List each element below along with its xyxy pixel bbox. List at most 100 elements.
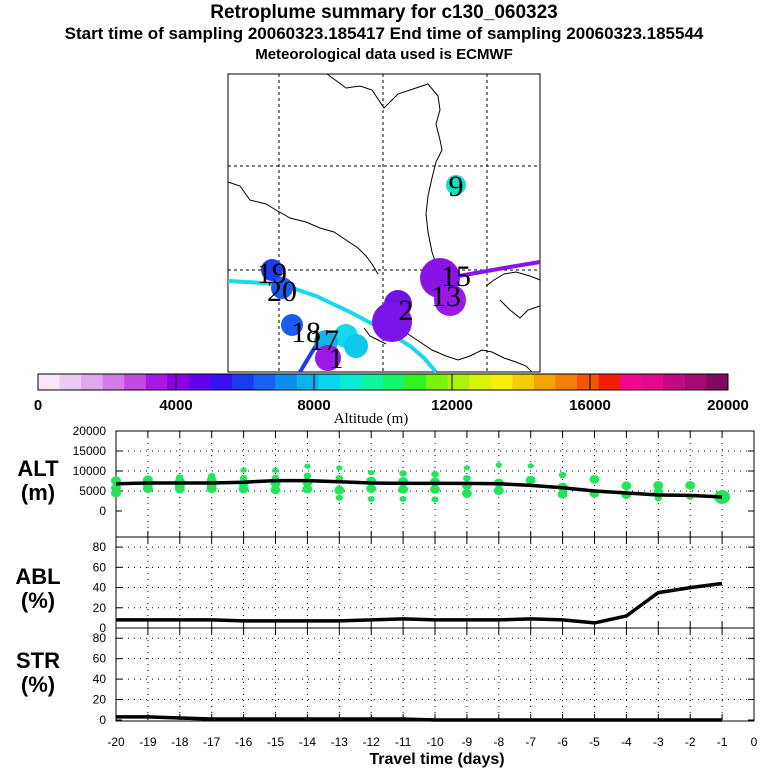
x-tick-label: 0 <box>751 735 758 749</box>
plume-cluster <box>372 302 412 342</box>
alt-scatter-point <box>463 475 471 482</box>
alt-scatter-point <box>206 484 217 493</box>
str-axis-unit: (%) <box>21 672 55 697</box>
colorbar-swatch <box>490 374 513 390</box>
colorbar-swatch <box>469 374 492 390</box>
alt-series-line <box>115 478 723 499</box>
str-axis-label: STR <box>16 648 60 673</box>
colorbar-swatch <box>620 374 643 390</box>
alt-scatter-point <box>111 488 121 498</box>
colorbar-swatch <box>555 374 578 390</box>
colorbar-swatch <box>426 374 449 390</box>
x-tick-label: -8 <box>493 735 504 749</box>
colorbar-swatch <box>361 374 384 390</box>
plume-cluster-label: 13 <box>431 280 461 313</box>
x-tick-label: -20 <box>107 735 125 749</box>
colorbar-tick-label: 8000 <box>297 397 330 414</box>
colorbar-swatch <box>684 374 707 390</box>
y-tick-label: 0 <box>99 504 106 518</box>
alt-scatter-point <box>621 481 632 491</box>
alt-scatter-point <box>303 472 312 479</box>
alt-scatter-point <box>240 467 247 473</box>
y-tick-label: 20 <box>93 601 107 615</box>
plume-cluster <box>434 284 466 316</box>
plume-cluster <box>315 345 341 371</box>
alt-scatter-point <box>431 496 439 503</box>
colorbar-swatch <box>167 374 190 390</box>
y-tick-label: 40 <box>93 672 107 686</box>
sampling-times: Start time of sampling 20060323.185417 E… <box>64 24 704 43</box>
alt-scatter-point <box>335 494 343 501</box>
alt-scatter-point <box>461 489 472 498</box>
alt-scatter-point <box>270 485 281 495</box>
colorbar-swatch <box>641 374 664 390</box>
y-tick-label: 0 <box>99 713 106 727</box>
alt-scatter-point <box>589 475 600 484</box>
colorbar-swatch <box>577 374 600 390</box>
met-data-source: Meteorological data used is ECMWF <box>255 46 513 63</box>
colorbar-swatch <box>232 374 255 390</box>
y-tick-label: 80 <box>93 540 107 554</box>
alt-scatter-point <box>334 485 345 495</box>
abl-axis-label: ABL <box>15 564 60 589</box>
colorbar-label: Altitude (m) <box>334 411 409 427</box>
x-tick-label: -17 <box>203 735 221 749</box>
colorbar-swatch <box>124 374 147 390</box>
alt-scatter-point <box>174 484 185 494</box>
alt-scatter-point <box>272 467 279 473</box>
colorbar-swatch <box>38 374 61 390</box>
abl-series <box>115 581 723 625</box>
y-tick-label: 40 <box>93 581 107 595</box>
y-tick-label: 20 <box>93 693 107 707</box>
x-tick-label: -9 <box>462 735 473 749</box>
alt-scatter-point <box>431 471 439 478</box>
colorbar-swatch <box>253 374 276 390</box>
colorbar-swatch <box>663 374 686 390</box>
x-tick-label: -18 <box>171 735 189 749</box>
plume-cluster <box>344 334 368 358</box>
altitude-colorbar: 0 4000 8000 12000 16000 20000 <box>34 373 749 414</box>
y-tick-label: 15000 <box>73 444 107 458</box>
x-tick-label: -19 <box>139 735 157 749</box>
alt-scatter-point <box>335 475 344 482</box>
plume-cluster <box>281 314 303 336</box>
x-axis-title: Travel time (days) <box>369 751 504 768</box>
x-tick-label: -14 <box>299 735 317 749</box>
alt-scatter-point <box>367 496 375 502</box>
x-tick-label: -13 <box>331 735 349 749</box>
colorbar-swatch <box>533 374 556 390</box>
plume-cluster-label: 15 <box>441 260 471 293</box>
y-tick-label: 60 <box>93 652 107 666</box>
alt-scatter-point <box>368 470 375 476</box>
plume-cluster-label: 1 <box>329 342 344 375</box>
timeseries-panels: 05000100001500020000020406080020406080-2… <box>73 424 758 749</box>
colorbar-swatch <box>275 374 298 390</box>
x-tick-label: -16 <box>235 735 253 749</box>
x-tick-label: -12 <box>363 735 381 749</box>
colorbar-frame <box>37 373 729 391</box>
alt-scatter-point <box>366 484 377 493</box>
alt-scatter-point <box>302 484 313 494</box>
plume-cluster <box>446 175 466 195</box>
plume-cluster-label: 9 <box>449 170 464 203</box>
alt-scatter-point <box>558 471 567 479</box>
colorbar-swatch <box>296 374 319 390</box>
alt-median-series <box>115 478 723 499</box>
axis-ticks: 05000100001500020000020406080020406080-2… <box>73 424 758 749</box>
y-tick-label: 0 <box>99 621 106 635</box>
alt-scatter-point <box>653 481 664 490</box>
x-tick-label: -5 <box>589 735 600 749</box>
x-tick-label: -10 <box>426 735 444 749</box>
colorbar-tick-label: 20000 <box>707 397 749 414</box>
plume-cluster-label: 20 <box>267 275 297 308</box>
plume-cluster <box>271 277 293 299</box>
alt-scatter-point <box>430 485 440 494</box>
colorbar-swatch <box>188 374 211 390</box>
str-series-line <box>116 715 723 722</box>
plume-cluster-label: 19 <box>257 257 287 290</box>
abl-axis-unit: (%) <box>21 588 55 613</box>
colorbar-tick-label: 12000 <box>431 397 473 414</box>
x-tick-label: -6 <box>557 735 568 749</box>
